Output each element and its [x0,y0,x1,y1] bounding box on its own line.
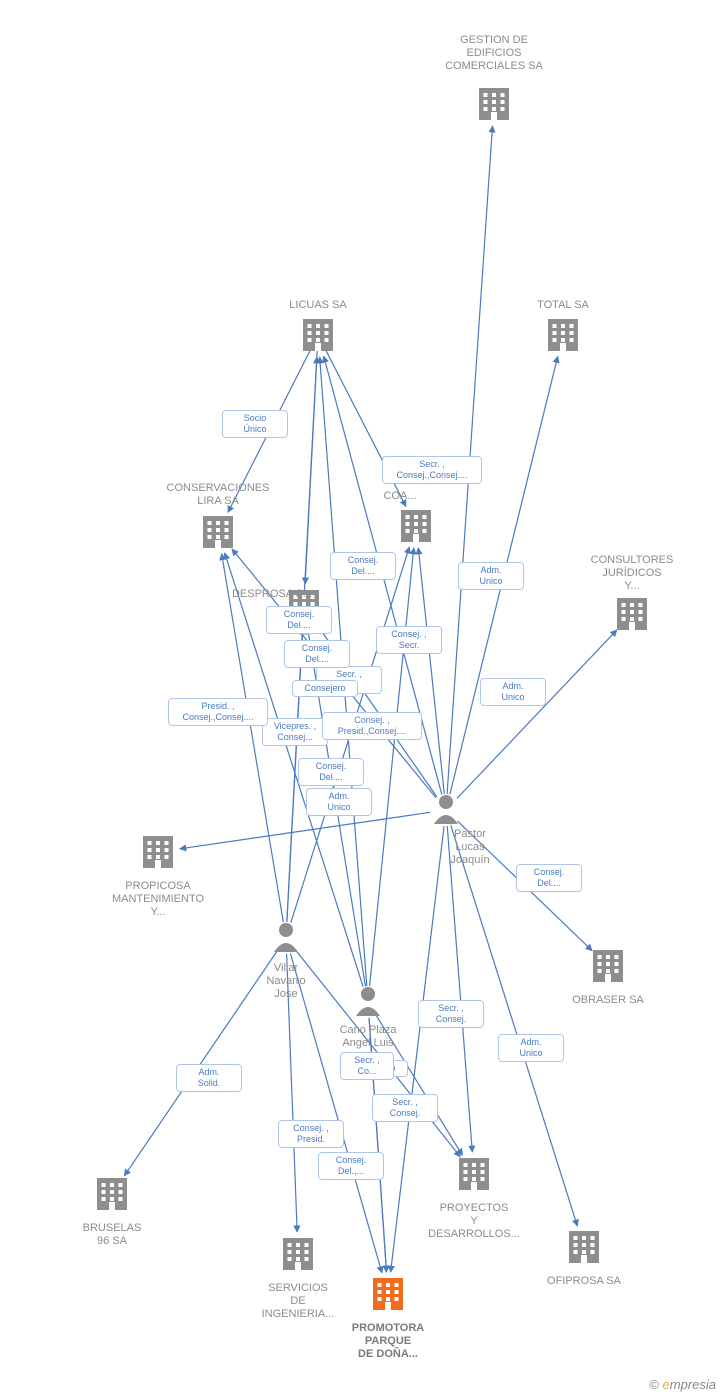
building-icon[interactable] [479,88,509,120]
copyright-symbol: © [649,1377,659,1392]
building-icon[interactable] [373,1278,403,1310]
edge [124,951,277,1176]
edge [287,628,303,922]
edge [370,548,414,986]
edge [450,356,558,794]
edge [447,126,492,794]
building-icon[interactable] [283,1238,313,1270]
building-icon[interactable] [401,510,431,542]
edge [320,357,367,986]
building-icon[interactable] [289,590,319,622]
building-icon[interactable] [143,836,173,868]
building-icon[interactable] [97,1178,127,1210]
edge [325,349,406,506]
edge [324,356,442,794]
person-icon[interactable] [274,923,298,952]
building-icon[interactable] [303,319,333,351]
edge [458,821,593,951]
edge [447,826,472,1152]
building-icon[interactable] [617,598,647,630]
edge [296,951,460,1157]
person-icon[interactable] [434,795,458,824]
edge [287,954,298,1232]
building-icon[interactable] [548,319,578,351]
building-icon[interactable] [593,950,623,982]
network-svg [0,0,728,1400]
person-icon[interactable] [356,987,380,1016]
brand: empresia [663,1377,716,1392]
building-icon[interactable] [203,516,233,548]
edge [180,812,430,849]
edge [369,1018,386,1272]
edge [222,554,284,923]
copyright: © empresia [649,1377,716,1392]
edge [457,630,617,798]
building-icon[interactable] [459,1158,489,1190]
building-icon[interactable] [569,1231,599,1263]
edge [228,349,311,512]
edge [391,826,444,1272]
edge [305,351,317,584]
